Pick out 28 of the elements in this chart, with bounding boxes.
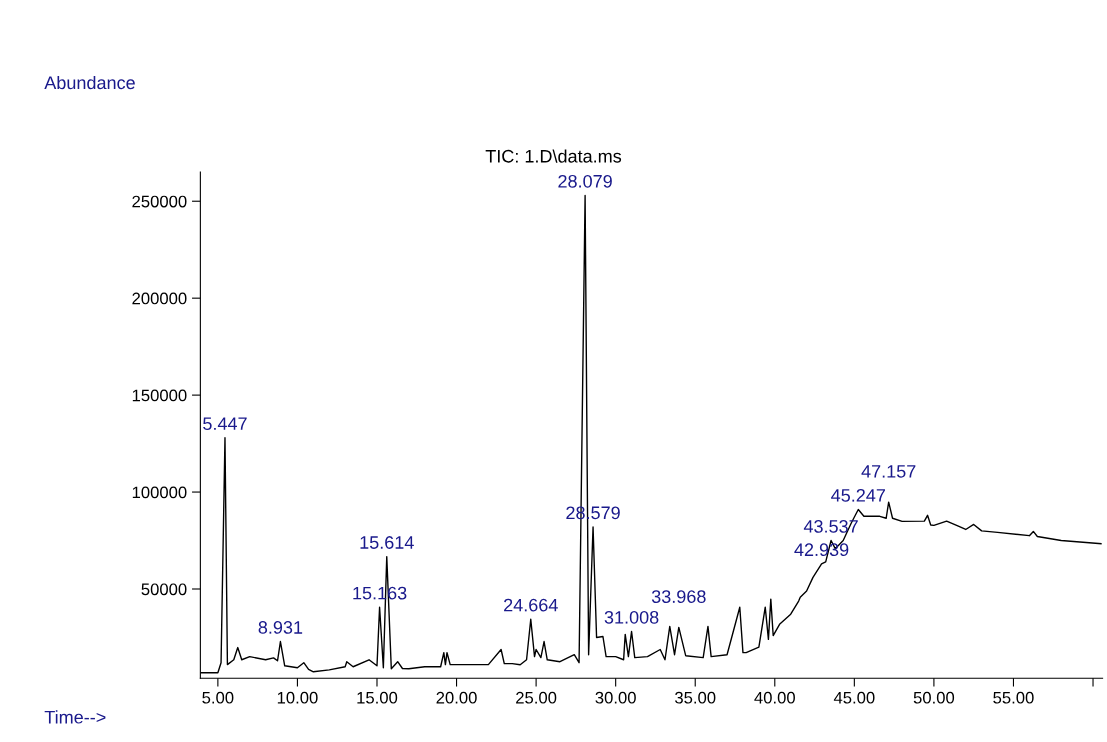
annotation: 8.931 bbox=[258, 621, 303, 634]
x-axis-title: Time--> bbox=[44, 710, 106, 724]
x-tick-label: 35.00 bbox=[675, 691, 716, 704]
annotation: 47.157 bbox=[861, 465, 916, 478]
x-tick-label: 10.00 bbox=[277, 691, 318, 704]
x-tick-label: 40.00 bbox=[754, 691, 795, 704]
y-tick-label: 200000 bbox=[132, 292, 187, 305]
chart-title: TIC: 1.D\data.ms bbox=[485, 149, 622, 163]
y-axis-title: Abundance bbox=[44, 75, 135, 90]
x-tick-label: 45.00 bbox=[833, 691, 875, 704]
x-tick-label: 25.00 bbox=[516, 691, 557, 704]
x-tick-label: 5.00 bbox=[202, 691, 234, 704]
y-tick-label: 100000 bbox=[132, 486, 187, 499]
x-tick-label: 30.00 bbox=[595, 691, 636, 704]
y-tick-label: 50000 bbox=[141, 583, 187, 596]
x-tick-label: 15.00 bbox=[357, 691, 398, 704]
annotation: 15.614 bbox=[360, 536, 414, 549]
y-tick-label: 150000 bbox=[132, 389, 187, 402]
annotation: 33.968 bbox=[651, 590, 706, 603]
annotation: 31.008 bbox=[604, 610, 659, 624]
x-tick-label: 55.00 bbox=[993, 691, 1034, 704]
x-tick-label: 50.00 bbox=[913, 691, 955, 704]
x-tick-label: 20.00 bbox=[436, 691, 477, 704]
annotation: 24.664 bbox=[504, 598, 558, 612]
annotation: 28.079 bbox=[558, 174, 612, 188]
y-tick-label: 250000 bbox=[132, 195, 187, 208]
annotation: 5.447 bbox=[203, 417, 247, 431]
annotation: 45.247 bbox=[831, 488, 885, 502]
